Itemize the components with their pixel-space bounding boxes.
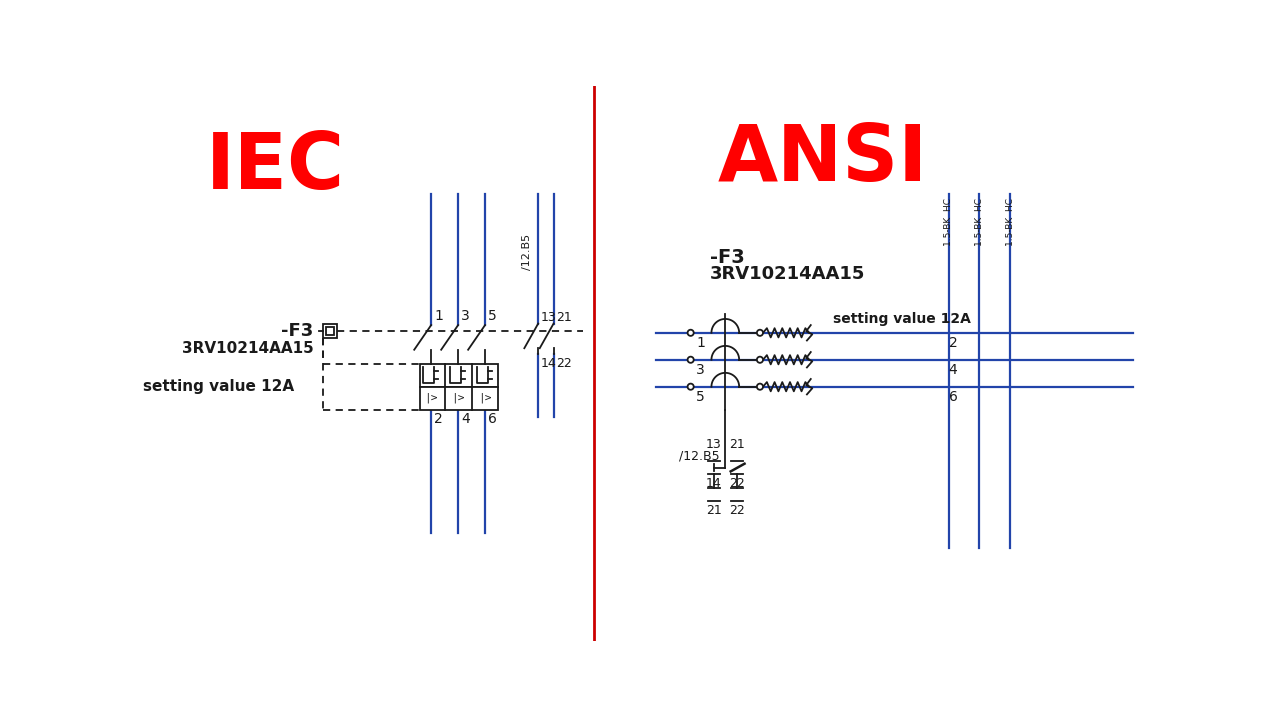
Text: 1.5-BK  HC: 1.5-BK HC — [1006, 198, 1015, 246]
Text: 5: 5 — [696, 390, 705, 404]
Bar — [326, 328, 334, 335]
Text: 1: 1 — [696, 336, 705, 350]
Text: |>: |> — [425, 393, 438, 403]
Text: 13: 13 — [705, 438, 722, 451]
Bar — [324, 324, 337, 338]
Text: 22: 22 — [556, 357, 572, 370]
Circle shape — [687, 356, 694, 363]
Text: 3RV10214AA15: 3RV10214AA15 — [182, 341, 314, 356]
Text: 21: 21 — [705, 504, 722, 517]
Text: 2: 2 — [948, 336, 957, 350]
Circle shape — [687, 330, 694, 336]
Text: /12.B5: /12.B5 — [680, 449, 719, 462]
Text: 3: 3 — [461, 309, 470, 323]
Text: IEC: IEC — [206, 129, 344, 204]
Circle shape — [687, 384, 694, 390]
Circle shape — [756, 330, 763, 336]
Text: -F3: -F3 — [710, 248, 745, 267]
Text: 13: 13 — [540, 310, 557, 323]
Text: -F3: -F3 — [282, 323, 314, 341]
Text: ANSI: ANSI — [718, 121, 928, 197]
Text: 2: 2 — [434, 412, 443, 426]
Text: |>: |> — [479, 393, 492, 403]
Text: 4: 4 — [461, 412, 470, 426]
Text: 14: 14 — [540, 357, 557, 370]
Text: |>: |> — [452, 393, 465, 403]
Text: /12.B5: /12.B5 — [522, 234, 531, 270]
Bar — [420, 387, 498, 410]
Text: 1: 1 — [434, 309, 443, 323]
Text: 3RV10214AA15: 3RV10214AA15 — [710, 265, 865, 283]
Text: setting value 12A: setting value 12A — [833, 312, 972, 326]
Text: 6: 6 — [488, 412, 497, 426]
Bar — [420, 364, 498, 387]
Text: 4: 4 — [948, 363, 957, 377]
Text: setting value 12A: setting value 12A — [143, 379, 294, 394]
Circle shape — [756, 356, 763, 363]
Circle shape — [756, 384, 763, 390]
Text: 1.5-BK  HC: 1.5-BK HC — [975, 198, 984, 246]
Text: 6: 6 — [948, 390, 957, 404]
Text: 3: 3 — [696, 363, 705, 377]
Text: 5: 5 — [488, 309, 497, 323]
Text: 21: 21 — [730, 438, 745, 451]
Text: 14: 14 — [705, 477, 722, 490]
Text: 21: 21 — [556, 310, 572, 323]
Text: 1.5-BK  HC: 1.5-BK HC — [945, 198, 954, 246]
Text: 22: 22 — [730, 504, 745, 517]
Text: 22: 22 — [730, 477, 745, 490]
